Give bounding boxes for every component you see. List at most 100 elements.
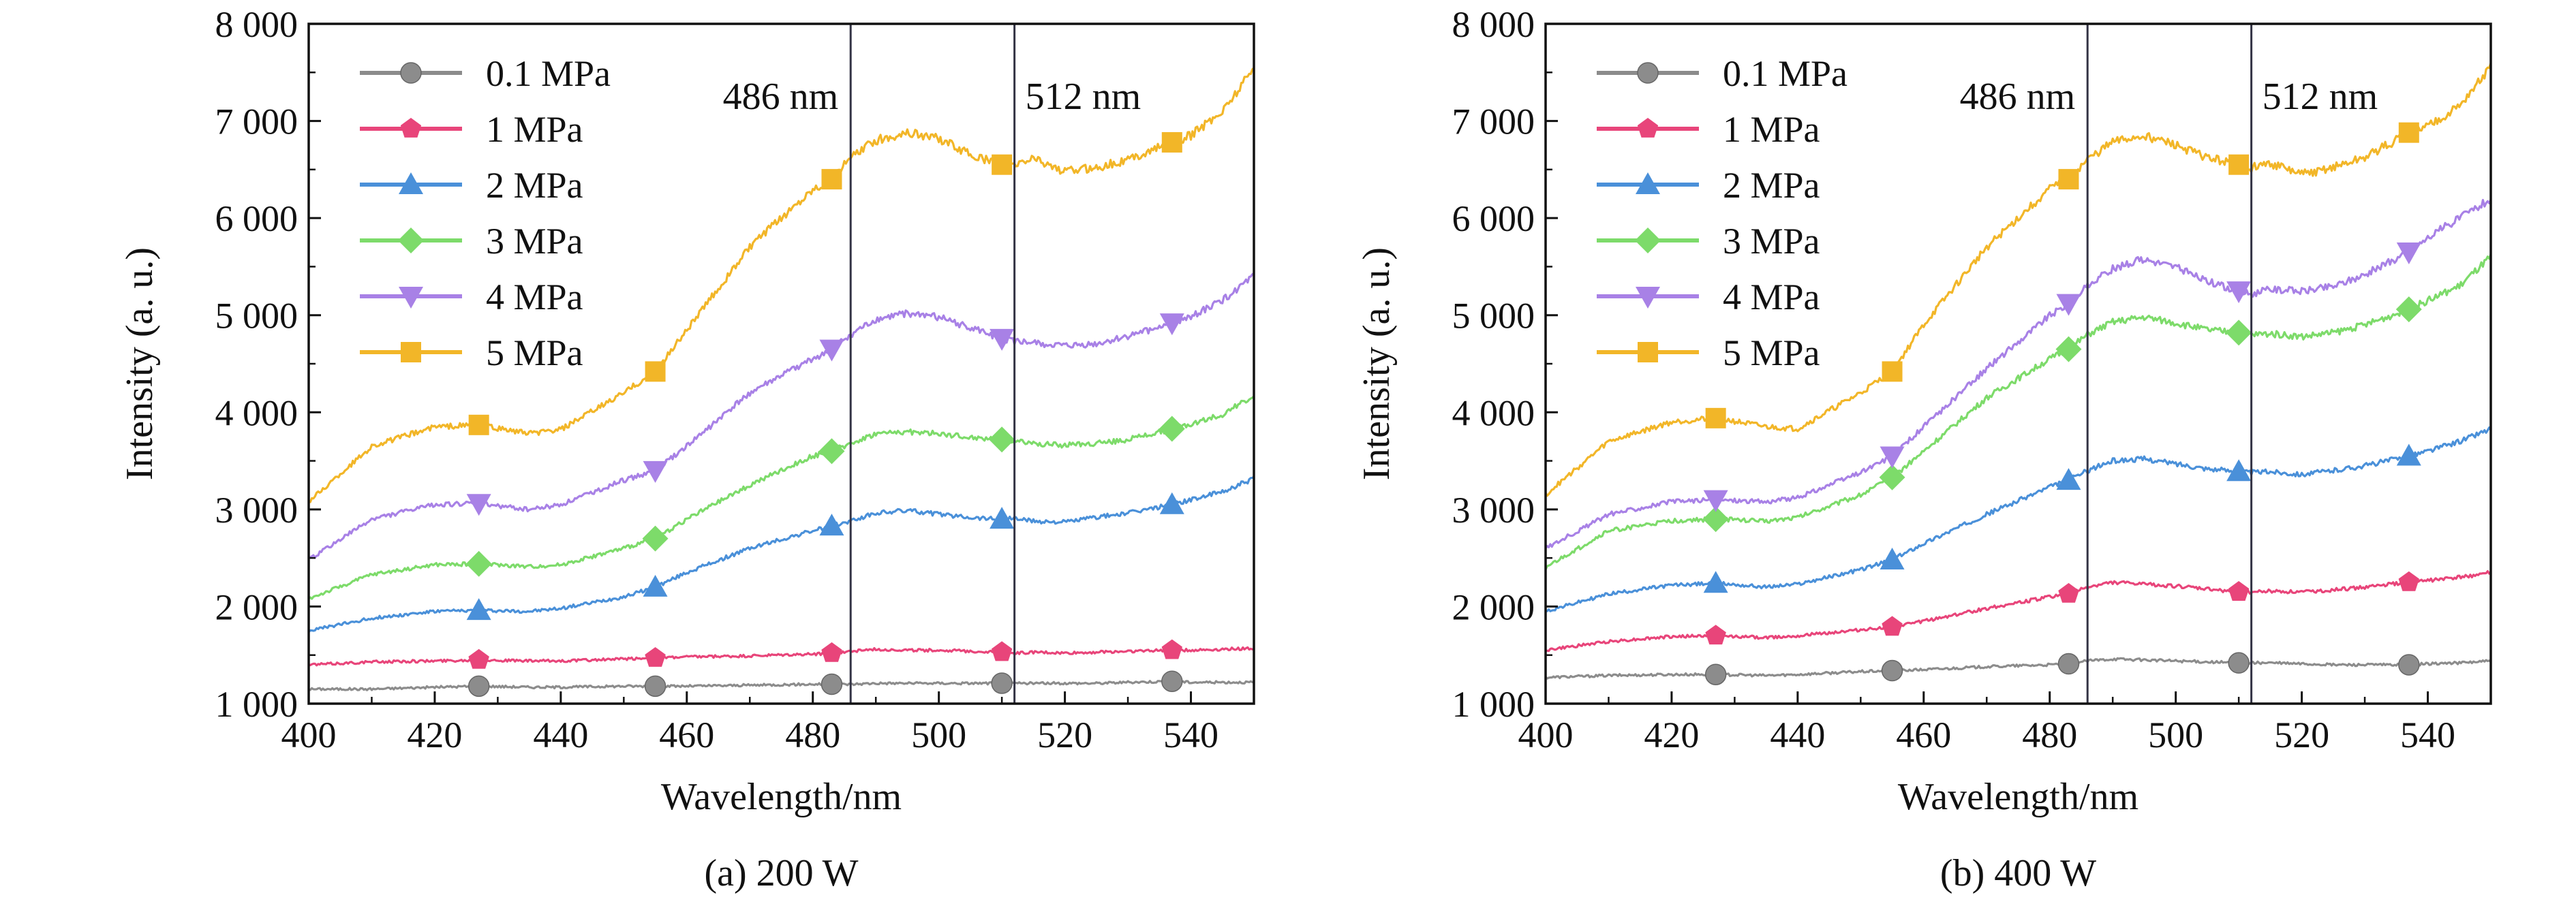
- x-tick-label: 460: [659, 715, 714, 755]
- data-marker-0-3: [991, 672, 1013, 694]
- legend-marker: [399, 287, 423, 309]
- panel-caption: (b) 400 W: [1940, 852, 2096, 894]
- series-line-1-mpa: [1545, 570, 2492, 653]
- data-marker-4-1: [1880, 446, 1905, 469]
- y-axis-title: Intensity (a. u.): [1355, 247, 1398, 480]
- series-line-01-mpa: [1544, 657, 2491, 680]
- data-marker-0-0: [467, 675, 490, 698]
- y-tick-label: 4 000: [215, 392, 298, 433]
- data-marker-2-3: [2226, 459, 2252, 482]
- x-tick-label: 460: [1896, 715, 1951, 755]
- legend: 0.1 MPa 1 MPa 2 MPa 3 MPa 4 MPa 5 MPa: [360, 53, 611, 373]
- panel-caption: (a) 200 W: [705, 852, 859, 894]
- data-marker-0-3: [2228, 652, 2250, 674]
- legend-marker: [398, 228, 424, 253]
- data-marker-4-0: [1703, 490, 1728, 512]
- data-marker-5-0: [1705, 407, 1726, 428]
- data-marker-1-1: [645, 647, 666, 667]
- x-tick-label: 500: [2148, 715, 2203, 755]
- data-marker-4-4: [1159, 313, 1184, 336]
- data-marker-3-2: [818, 438, 845, 465]
- x-tick-label: 400: [1518, 715, 1574, 755]
- y-tick-label: 1 000: [215, 684, 298, 725]
- y-tick-label: 3 000: [1452, 490, 1535, 531]
- data-marker-0-1: [644, 675, 666, 698]
- legend-marker: [399, 172, 423, 194]
- data-marker-5-4: [2398, 122, 2419, 143]
- reference-label-512: 512 nm: [1026, 76, 1141, 118]
- x-tick-label: 400: [281, 715, 337, 755]
- data-marker-3-3: [2226, 319, 2252, 346]
- data-marker-5-1: [1882, 361, 1903, 382]
- x-tick-label: 480: [2022, 715, 2077, 755]
- legend-label: 3 MPa: [486, 221, 583, 262]
- data-marker-4-1: [643, 460, 668, 483]
- data-marker-1-3: [991, 641, 1013, 661]
- legend-marker: [1638, 342, 1658, 362]
- x-tick-label: 520: [2274, 715, 2329, 755]
- legend-label: 1 MPa: [1723, 109, 1820, 150]
- series-line-4-mpa: [1544, 199, 2492, 549]
- y-tick-label: 6 000: [215, 198, 298, 239]
- data-marker-1-0: [1705, 625, 1726, 645]
- legend-marker: [1635, 228, 1661, 253]
- data-marker-3-0: [1702, 506, 1729, 533]
- plot-frame: [307, 22, 1255, 705]
- data-marker-1-4: [2398, 571, 2419, 591]
- y-axis-title: Intensity (a. u.): [119, 247, 161, 480]
- legend-marker: [1636, 172, 1660, 194]
- y-tick-label: 8 000: [215, 4, 298, 45]
- data-marker-4-4: [2396, 242, 2421, 265]
- data-marker-3-4: [1159, 416, 1185, 442]
- data-marker-2-2: [819, 514, 844, 536]
- data-marker-2-4: [2396, 443, 2421, 466]
- legend-label: 1 MPa: [486, 109, 583, 150]
- x-axis-title: Wavelength/nm: [1898, 776, 2138, 818]
- x-tick-label: 420: [407, 715, 462, 755]
- y-tick-label: 8 000: [1452, 4, 1535, 45]
- y-tick-label: 6 000: [1452, 198, 1535, 239]
- legend-marker: [1637, 62, 1659, 84]
- y-tick-label: 3 000: [215, 490, 298, 531]
- x-tick-label: 440: [1770, 715, 1825, 755]
- data-marker-1-4: [1161, 639, 1182, 659]
- data-marker-1-2: [2058, 582, 2079, 603]
- data-marker-2-2: [2056, 468, 2081, 490]
- series-group: [1544, 63, 2492, 685]
- y-tick-label: 1 000: [1452, 684, 1535, 725]
- data-marker-3-1: [1879, 464, 1905, 490]
- series-line-1-mpa: [308, 646, 1255, 667]
- legend-label: 4 MPa: [486, 277, 583, 317]
- data-marker-3-2: [2055, 336, 2082, 362]
- y-tick-label: 7 000: [1452, 101, 1535, 142]
- data-marker-5-2: [821, 169, 842, 190]
- y-tick-label: 2 000: [1452, 586, 1535, 627]
- legend-label: 0.1 MPa: [486, 53, 611, 94]
- legend-label: 4 MPa: [1723, 277, 1820, 317]
- series-group: [307, 67, 1255, 698]
- data-marker-3-1: [642, 525, 669, 552]
- data-marker-5-3: [2228, 154, 2250, 175]
- legend-label: 2 MPa: [486, 165, 583, 206]
- data-marker-0-4: [1161, 670, 1183, 692]
- y-tick-label: 4 000: [1452, 392, 1535, 433]
- y-tick-label: 5 000: [1452, 296, 1535, 336]
- x-tick-label: 540: [1163, 715, 1218, 755]
- series-line-3-mpa: [1544, 253, 2492, 570]
- data-marker-1-0: [468, 648, 489, 669]
- data-marker-1-1: [1882, 616, 1903, 636]
- data-marker-2-4: [1159, 492, 1184, 514]
- series-line-5-mpa: [308, 67, 1255, 503]
- reference-label-486: 486 nm: [1960, 76, 2076, 118]
- data-marker-0-4: [2398, 654, 2420, 676]
- chart-panel-1: 486 nm 512 nm 400 420 440 460 480 500 520 540 1 00…: [119, 4, 1255, 894]
- legend-marker: [1637, 118, 1659, 138]
- series-line-2-mpa: [307, 475, 1255, 633]
- legend-marker: [1636, 287, 1660, 309]
- data-marker-0-2: [2057, 653, 2080, 675]
- data-marker-2-1: [643, 574, 668, 597]
- data-marker-1-3: [2228, 581, 2250, 601]
- legend-label: 5 MPa: [486, 332, 583, 373]
